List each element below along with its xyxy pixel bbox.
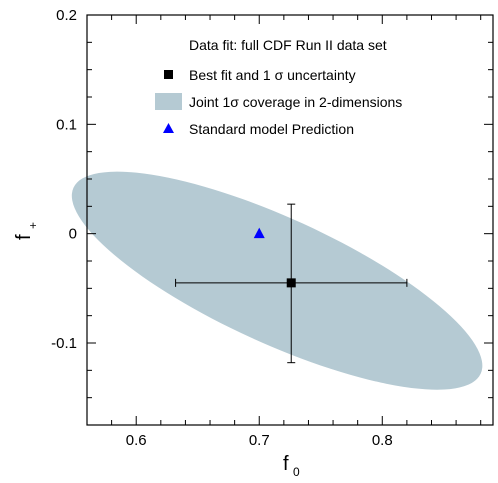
plot-frame <box>86 14 494 426</box>
legend-coverage-swatch <box>155 93 182 110</box>
axes: 0.6 0.7 0.8 -0.1 0 0.1 0.2 <box>51 7 494 449</box>
x-axis-title: f <box>283 453 289 475</box>
x-tick-label: 0.6 <box>126 432 147 449</box>
x-tick-label: 0.7 <box>249 432 270 449</box>
legend-title: Data fit: full CDF Run II data set <box>189 37 387 53</box>
y-tick-label: 0.1 <box>56 116 77 133</box>
legend-prediction-label: Standard model Prediction <box>189 121 354 137</box>
y-tick-label: -0.1 <box>51 335 77 352</box>
legend-prediction-marker <box>163 123 174 133</box>
legend-best-fit-label: Best fit and 1 σ uncertainty <box>189 67 356 83</box>
y-tick-label: 0 <box>69 226 77 243</box>
y-axis-title-subscript: + <box>26 222 40 229</box>
legend-coverage-label: Joint 1σ coverage in 2-dimensions <box>189 94 402 110</box>
legend-best-fit-marker <box>164 70 173 79</box>
prediction-marker <box>253 227 265 239</box>
best-fit-marker <box>286 278 296 288</box>
x-tick-label: 0.8 <box>372 432 393 449</box>
plot-area <box>71 171 483 390</box>
legend: Data fit: full CDF Run II data set Best … <box>155 37 402 137</box>
coverage-ellipse <box>71 171 483 390</box>
y-tick-label: 0.2 <box>56 7 77 24</box>
x-axis-title-subscript: 0 <box>293 465 300 479</box>
y-axis-title: f <box>13 234 35 240</box>
